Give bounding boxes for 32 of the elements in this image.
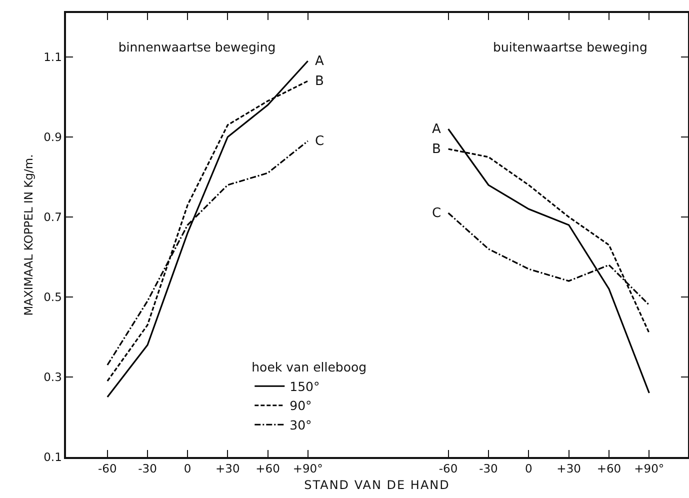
y-axis-title: MAXIMAAL KOPPEL IN Kg/m. — [22, 154, 36, 316]
x-tick-label: -60 — [98, 462, 117, 476]
x-tick-label: +90° — [292, 462, 323, 476]
annotation: C — [315, 134, 324, 149]
legend-label: 150° — [290, 378, 320, 394]
legend-title: hoek van elleboog — [252, 359, 367, 374]
text: binnenwaartse beweging — [118, 40, 276, 55]
y-tick-label: 0.9 — [44, 130, 62, 144]
legend-label: 90° — [290, 398, 312, 414]
y-tick-label: 0.5 — [44, 290, 62, 304]
annotation: B — [315, 74, 324, 89]
x-tick-label: +60 — [596, 462, 622, 476]
legend-label: 30° — [290, 417, 312, 432]
x-tick-label: -60 — [438, 462, 458, 476]
text: buitenwaartse beweging — [492, 40, 648, 55]
annotation: C — [432, 206, 442, 221]
x-tick-label: 0 — [184, 462, 192, 476]
y-tick-label: 1.1 — [44, 50, 62, 64]
annotation: A — [432, 122, 441, 137]
x-axis-title: STAND VAN DE HAND — [303, 478, 451, 492]
x-tick-label: -30 — [138, 462, 157, 476]
x-tick-label: +30 — [556, 462, 581, 476]
x-tick-label: +30 — [216, 462, 240, 476]
annotation: B — [432, 142, 441, 157]
x-tick-label: +90° — [634, 462, 664, 476]
y-tick-label: 0.7 — [44, 210, 62, 224]
x-tick-label: 0 — [524, 462, 532, 476]
x-tick-label: +60 — [256, 462, 280, 476]
y-tick-label: 0.3 — [44, 370, 62, 384]
annotation: A — [315, 54, 324, 69]
x-tick-label: -30 — [479, 462, 498, 476]
y-tick-label: 0.1 — [44, 450, 62, 464]
